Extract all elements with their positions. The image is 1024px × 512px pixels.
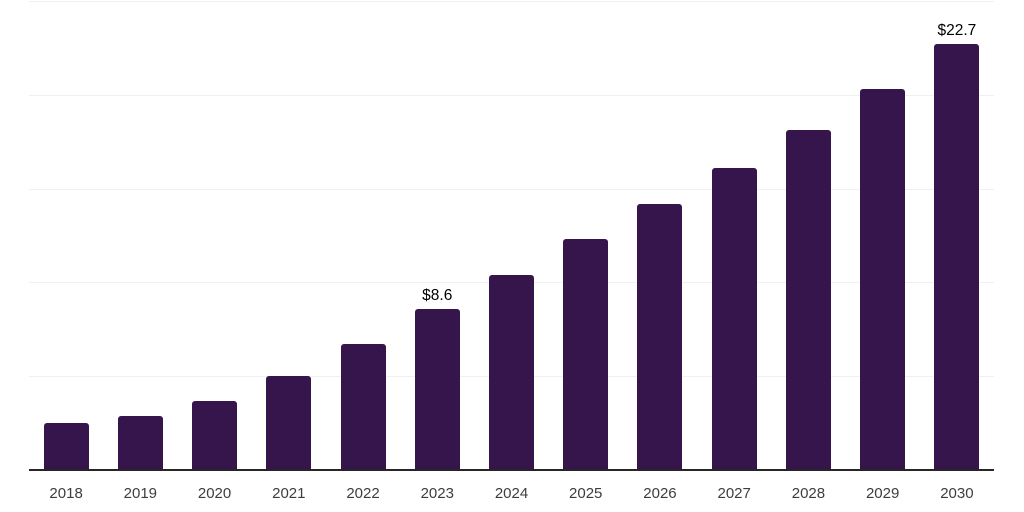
x-tick-label-2027: 2027 — [717, 485, 751, 502]
bar-2019 — [117, 415, 163, 470]
x-tick-label-2028: 2028 — [791, 485, 826, 502]
gridline-15 — [29, 188, 994, 190]
x-tick-label-2019: 2019 — [123, 485, 158, 502]
data-label-2030: $22.7 — [937, 22, 977, 40]
x-tick-label-2021: 2021 — [272, 485, 306, 502]
x-tick-label-2024: 2024 — [494, 485, 529, 502]
gridline-20 — [29, 94, 994, 96]
data-label-2023: $8.6 — [422, 286, 453, 304]
bar-2023 — [414, 308, 460, 470]
x-tick-label-2026: 2026 — [643, 485, 677, 502]
bar-2020 — [192, 400, 238, 470]
x-tick-label-2025: 2025 — [569, 485, 603, 502]
x-tick-label-2020: 2020 — [197, 485, 232, 502]
bar-2026 — [637, 203, 683, 470]
x-tick-label-2023: 2023 — [420, 485, 454, 502]
bar-2024 — [489, 274, 534, 470]
x-tick-label-2029: 2029 — [865, 485, 900, 502]
bar-2027 — [711, 167, 757, 470]
bar-2018 — [43, 423, 89, 470]
x-axis-line — [29, 469, 994, 471]
bar-2022 — [340, 344, 386, 470]
x-tick-label-2018: 2018 — [49, 485, 83, 502]
bar-2021 — [266, 376, 312, 470]
bar-2028 — [785, 130, 831, 470]
x-tick-label-2030: 2030 — [940, 485, 974, 502]
bar-2029 — [860, 89, 906, 470]
bar-2025 — [563, 239, 609, 470]
gridline-25 — [29, 0, 994, 2]
x-tick-label-2022: 2022 — [346, 485, 380, 502]
bar-2030 — [934, 44, 980, 470]
